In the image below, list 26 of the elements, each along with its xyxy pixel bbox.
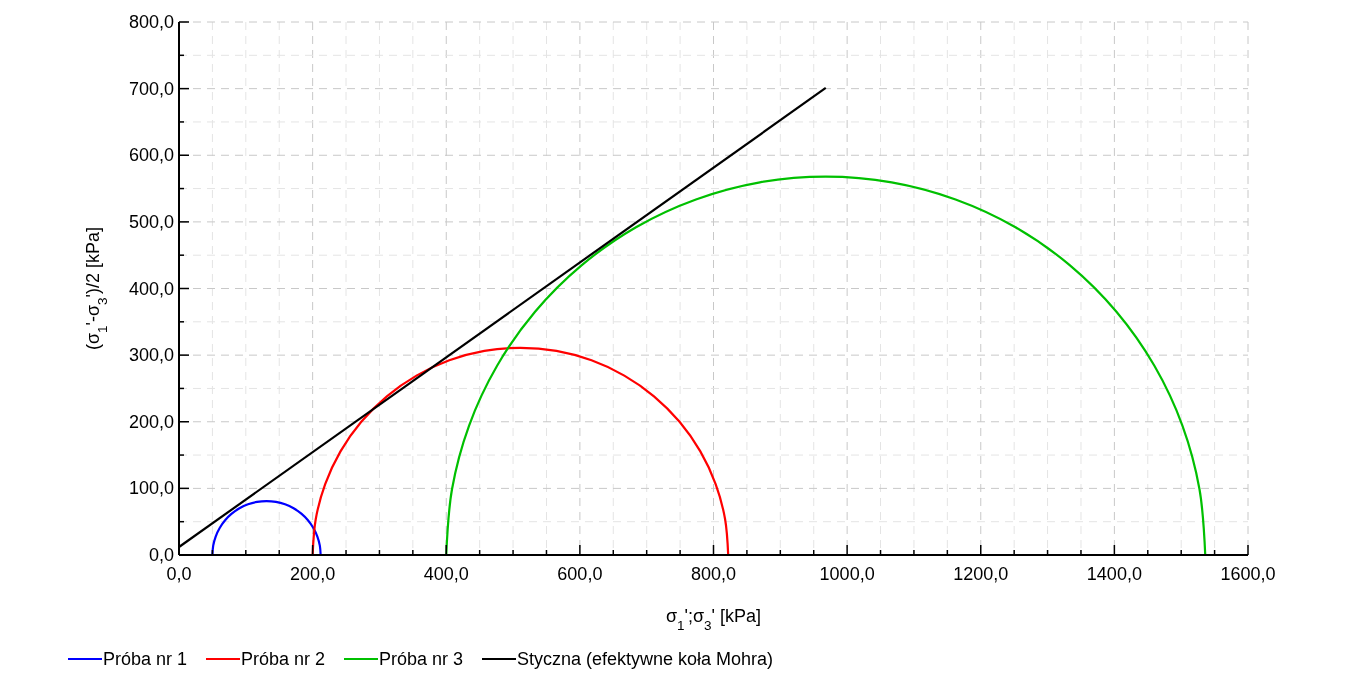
line-series xyxy=(311,346,730,557)
y-tick-label: 700,0 xyxy=(128,78,174,99)
y-tick-label: 200,0 xyxy=(128,411,174,432)
legend-label: Styczna (efektywne koła Mohra) xyxy=(517,649,774,669)
line-series xyxy=(445,175,1207,557)
x-tick-label: 1600,0 xyxy=(1220,564,1276,584)
x-tick-label: 800,0 xyxy=(690,564,737,584)
x-tick-label: 1000,0 xyxy=(819,564,875,584)
x-tick-label: 1400,0 xyxy=(1086,564,1142,584)
x-tick-label: 400,0 xyxy=(423,564,469,584)
line-series xyxy=(211,499,322,557)
x-axis-title: σ$_{1}$';σ$_{3}$' [kPa] xyxy=(665,606,762,633)
y-tick-label: 600,0 xyxy=(128,145,174,166)
y-tick-label: 0,0 xyxy=(148,545,174,565)
y-tick-label: 400,0 xyxy=(128,278,174,299)
y-tick-label: 800,0 xyxy=(128,12,174,32)
legend-label: Próba nr 1 xyxy=(103,649,188,669)
legend-label: Próba nr 3 xyxy=(379,649,464,669)
x-tick-label: 600,0 xyxy=(557,564,603,584)
y-tick-label: 100,0 xyxy=(128,478,174,499)
legend-label: Próba nr 2 xyxy=(241,649,326,669)
x-tick-label: 200,0 xyxy=(290,564,336,584)
x-tick-label: 0,0 xyxy=(166,564,192,584)
y-tick-label: 300,0 xyxy=(128,345,174,366)
x-tick-label: 1200,0 xyxy=(953,564,1009,584)
y-tick-label: 500,0 xyxy=(128,211,174,232)
